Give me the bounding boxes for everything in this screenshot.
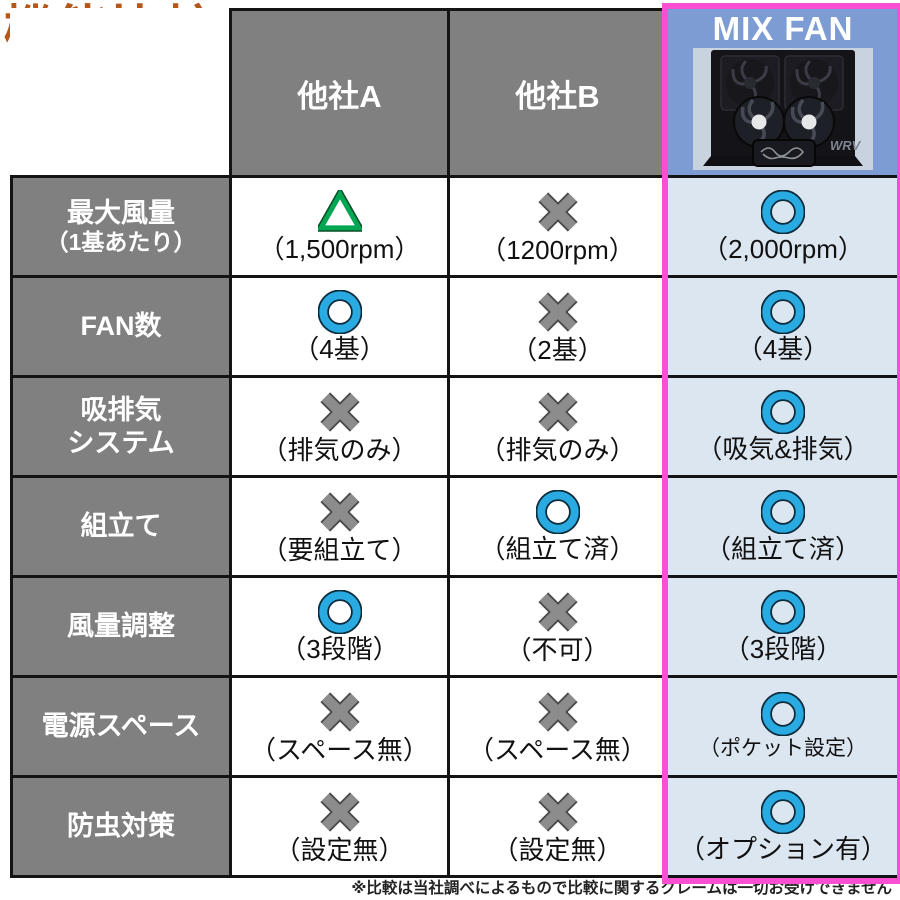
cell-company-b-max-airflow: （1200rpm） — [450, 178, 668, 278]
row-label-airflow-adjustment: 風量調整 — [10, 578, 232, 678]
circle-icon — [761, 290, 805, 334]
circle-icon — [761, 790, 805, 834]
circle-icon — [536, 490, 580, 534]
circle-icon — [318, 590, 362, 634]
cross-icon — [317, 789, 363, 835]
cell-mix-fan-airflow-adjustment: （3段階） — [668, 578, 898, 678]
cross-icon — [535, 789, 581, 835]
cell-mix-fan-max-airflow: （2,000rpm） — [668, 178, 898, 278]
cell-mix-fan-intake-exhaust: （吸気&排気） — [668, 378, 898, 478]
row-label-max-airflow: 最大風量 （1基あたり） — [10, 178, 232, 278]
cell-company-a-assembly: （要組立て） — [232, 478, 450, 578]
cell-company-a-fan-count: （4基） — [232, 278, 450, 378]
circle-icon — [761, 390, 805, 434]
disclaimer-footnote: ※比較は当社調べによるもので比較に関するクレームは一切お受けできません — [351, 880, 892, 897]
cell-company-a-insect-protection: （設定無） — [232, 778, 450, 878]
cell-company-b-airflow-adjustment: （不可） — [450, 578, 668, 678]
cross-icon — [317, 489, 363, 535]
cross-icon — [317, 389, 363, 435]
circle-icon — [761, 590, 805, 634]
column-header-mix-fan: MIX FAN — [668, 8, 898, 178]
product-brand-text: WRV — [830, 138, 862, 153]
cross-icon — [535, 589, 581, 635]
cross-icon — [317, 689, 363, 735]
cell-mix-fan-power-space: （ポケット設定） — [668, 678, 898, 778]
circle-icon — [761, 190, 805, 234]
cell-company-a-power-space: （スペース無） — [232, 678, 450, 778]
cell-mix-fan-insect-protection: （オプション有） — [668, 778, 898, 878]
mix-fan-label: MIX FAN — [712, 10, 854, 47]
cell-company-a-max-airflow: （1,500rpm） — [232, 178, 450, 278]
column-header-company-a: 他社A — [232, 8, 450, 178]
circle-icon — [761, 490, 805, 534]
cross-icon — [535, 689, 581, 735]
cell-company-b-fan-count: （2基） — [450, 278, 668, 378]
cross-icon — [535, 189, 581, 235]
cell-company-a-airflow-adjustment: （3段階） — [232, 578, 450, 678]
cell-mix-fan-fan-count: （4基） — [668, 278, 898, 378]
row-label-insect-protection: 防虫対策 — [10, 778, 232, 878]
cell-company-a-intake-exhaust: （排気のみ） — [232, 378, 450, 478]
cell-mix-fan-assembly: （組立て済） — [668, 478, 898, 578]
cell-company-b-intake-exhaust: （排気のみ） — [450, 378, 668, 478]
row-label-power-space: 電源スペース — [10, 678, 232, 778]
row-label-assembly: 組立て — [10, 478, 232, 578]
cross-icon — [535, 289, 581, 335]
column-header-company-b: 他社B — [450, 8, 668, 178]
cross-icon — [535, 389, 581, 435]
row-label-intake-exhaust: 吸排気 システム — [10, 378, 232, 478]
comparison-table: 他社A 他社B MIX FAN — [10, 3, 900, 884]
mix-fan-product-photo: WRV — [693, 47, 873, 170]
triangle-icon — [318, 190, 362, 234]
row-label-fan-count: FAN数 — [10, 278, 232, 378]
cell-company-b-assembly: （組立て済） — [450, 478, 668, 578]
cell-company-b-insect-protection: （設定無） — [450, 778, 668, 878]
table-corner-blank — [10, 8, 232, 178]
circle-icon — [761, 692, 805, 736]
cell-company-b-power-space: （スペース無） — [450, 678, 668, 778]
circle-icon — [318, 290, 362, 334]
